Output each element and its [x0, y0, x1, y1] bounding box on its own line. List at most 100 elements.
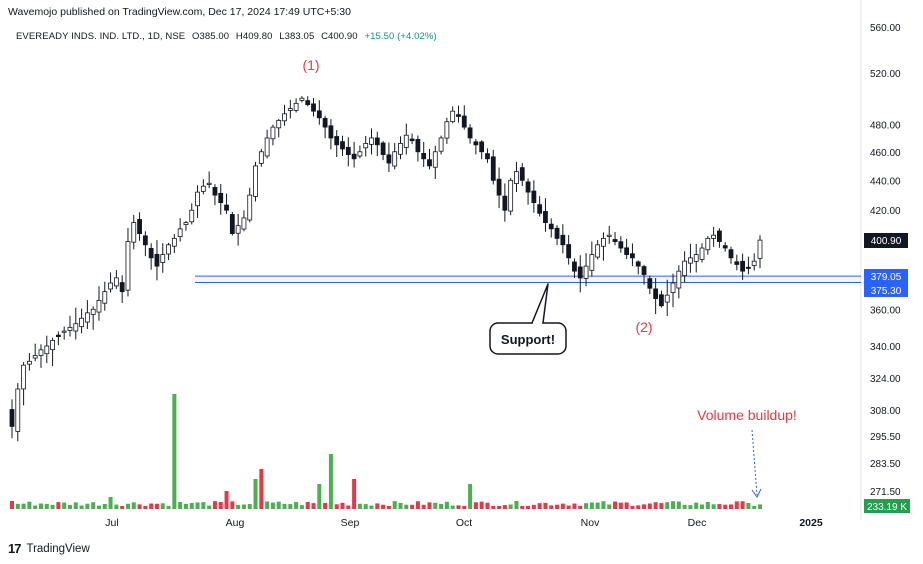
volume-buildup-arrow-head: [751, 488, 762, 498]
date-tick-label: Oct: [456, 517, 472, 529]
volume-bar: [247, 504, 252, 509]
volume-bar: [665, 502, 670, 509]
candle-body: [496, 178, 502, 196]
volume-bar: [485, 502, 490, 509]
ohlc-close: C400.90: [321, 31, 358, 42]
candle-body: [9, 409, 15, 427]
volume-bar: [647, 503, 652, 509]
volume-bar: [624, 502, 629, 509]
volume-bar: [444, 501, 449, 509]
volume-bar: [375, 503, 380, 509]
volume-bar: [427, 502, 432, 509]
candle-body: [595, 244, 601, 258]
symbol-name[interactable]: EVEREADY INDS. IND. LTD., 1D, NSE: [16, 31, 186, 42]
candle-body: [682, 260, 688, 276]
volume-bar: [549, 505, 554, 509]
volume-bar: [56, 502, 61, 509]
volume-bar: [288, 504, 293, 509]
candle-body: [543, 210, 548, 223]
volume-bar: [607, 504, 612, 509]
volume-bar: [67, 504, 72, 509]
volume-bar: [334, 504, 339, 509]
candle-body: [44, 345, 50, 355]
candle-body: [467, 127, 473, 139]
price-tick-label: 271.50: [870, 487, 901, 498]
candle-body: [699, 247, 705, 260]
volume-bar: [294, 502, 299, 509]
price-tick-label: 560.00: [870, 23, 901, 34]
support-lower-badge: 375.30: [864, 283, 908, 297]
candle-body: [241, 217, 247, 230]
volume-bar: [21, 503, 26, 509]
volume-bar: [723, 504, 728, 509]
volume-bar: [33, 505, 38, 509]
candle-body: [670, 282, 676, 293]
candle-body: [200, 185, 206, 192]
candle-body: [142, 235, 148, 246]
volume-bar: [299, 505, 304, 509]
volume-bar: [102, 504, 107, 509]
volume-bar: [143, 505, 148, 509]
volume-bar: [497, 505, 502, 509]
support-upper-badge-text: 379.05: [871, 272, 902, 283]
candle-body: [751, 260, 757, 266]
candle-body: [137, 219, 142, 234]
candle-body: [316, 110, 322, 119]
volume-bar: [369, 505, 374, 509]
candle-body: [299, 97, 305, 101]
volume-bar: [734, 501, 739, 509]
candle-body: [641, 266, 647, 275]
volume-bar: [44, 503, 49, 509]
candle-body: [485, 153, 490, 160]
candle-body: [444, 121, 450, 139]
volume-bar: [421, 504, 426, 509]
price-tick-label: 283.50: [870, 459, 901, 470]
volume-bar: [694, 502, 699, 509]
price-axis-bg: [861, 0, 923, 520]
volume-bar: [218, 502, 223, 509]
price-tick-label: 480.00: [870, 120, 901, 131]
volume-bar: [207, 505, 212, 509]
volume-bar: [85, 503, 90, 509]
volume-bar: [520, 505, 525, 509]
volume-badge-text: 233.19 K: [867, 502, 907, 513]
volume-bar: [38, 503, 43, 509]
candle-body: [96, 300, 102, 313]
volume-bar: [410, 504, 415, 509]
tradingview-logo-icon[interactable]: 17: [8, 541, 22, 556]
candle-body: [166, 244, 171, 255]
volume-badge-bg: [864, 499, 910, 513]
volume-bar: [578, 505, 583, 509]
volume-bar: [531, 504, 536, 509]
date-tick-label: Aug: [226, 517, 245, 529]
volume-bar: [700, 504, 705, 509]
candle-body: [548, 223, 554, 230]
candle-body: [392, 151, 398, 167]
candle-body: [264, 137, 270, 157]
volume-bar: [270, 502, 275, 509]
candle-body: [583, 265, 589, 279]
candle-body: [113, 277, 119, 287]
volume-bar: [636, 505, 641, 509]
date-tick-label: Nov: [581, 517, 600, 529]
volume-bar: [671, 501, 676, 509]
volume-bar: [259, 469, 264, 509]
price-tick-label: 340.00: [870, 342, 901, 353]
volume-bar: [323, 503, 328, 509]
candle-body: [717, 230, 722, 242]
candle-body: [21, 364, 26, 390]
volume-bar: [10, 501, 14, 509]
volume-bar: [642, 504, 647, 509]
candle-body: [340, 141, 345, 150]
volume-bar: [711, 504, 716, 509]
volume-bar: [676, 501, 681, 509]
price-tick-label: 308.00: [870, 406, 901, 417]
candle-body: [195, 191, 200, 207]
candle-body: [566, 244, 572, 259]
volume-bar: [404, 504, 409, 509]
candle-body: [131, 222, 137, 243]
candle-body: [647, 278, 653, 289]
candle-body: [177, 228, 183, 237]
price-tick-label: 324.00: [870, 374, 901, 385]
